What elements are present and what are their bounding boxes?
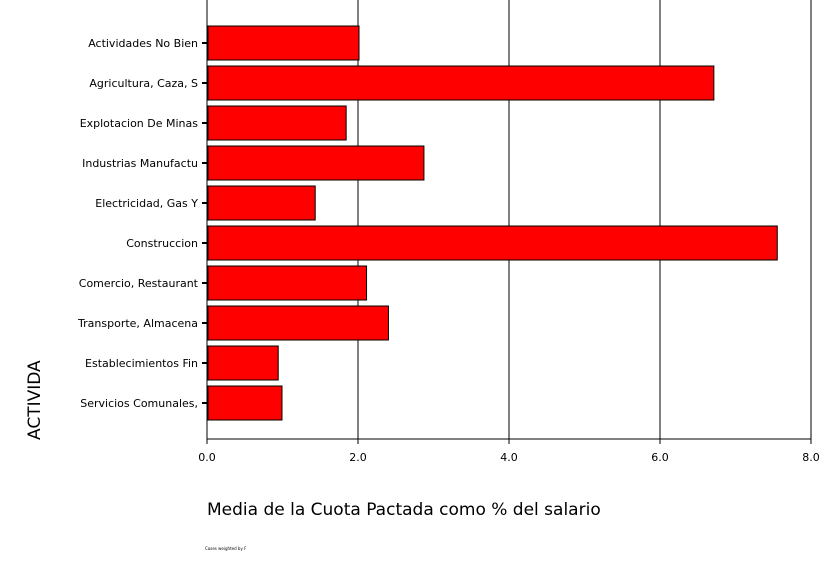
bar [207, 385, 283, 421]
category-label: Agricultura, Caza, S [89, 77, 198, 90]
category-label: Explotacion De Minas [80, 117, 199, 130]
x-tick-label: 2.0 [349, 451, 367, 464]
category-label: Establecimientos Fin [85, 357, 198, 370]
bar [207, 105, 347, 141]
category-label: Comercio, Restaurant [79, 277, 199, 290]
x-axis-label: Media de la Cuota Pactada como % del sal… [207, 500, 601, 520]
x-tick-label: 8.0 [802, 451, 820, 464]
bar [207, 305, 389, 341]
category-label: Construccion [126, 237, 198, 250]
category-label: Electricidad, Gas Y [95, 197, 198, 210]
bar [207, 265, 368, 301]
bar [207, 185, 316, 221]
bar [207, 145, 425, 181]
bar [207, 225, 778, 261]
category-label: Actividades No Bien [88, 37, 198, 50]
y-axis-label: ACTIVIDA [25, 360, 45, 440]
category-label: Transporte, Almacena [77, 317, 198, 330]
weight-footnote: Cases weighted by F [205, 546, 247, 551]
category-label: Servicios Comunales, [80, 397, 198, 410]
x-tick-label: 6.0 [651, 451, 669, 464]
x-tick-label: 4.0 [500, 451, 518, 464]
bar [207, 25, 360, 61]
bar [207, 345, 279, 381]
x-tick-label: 0.0 [198, 451, 216, 464]
bar [207, 65, 715, 101]
category-label: Industrias Manufactu [82, 157, 198, 170]
